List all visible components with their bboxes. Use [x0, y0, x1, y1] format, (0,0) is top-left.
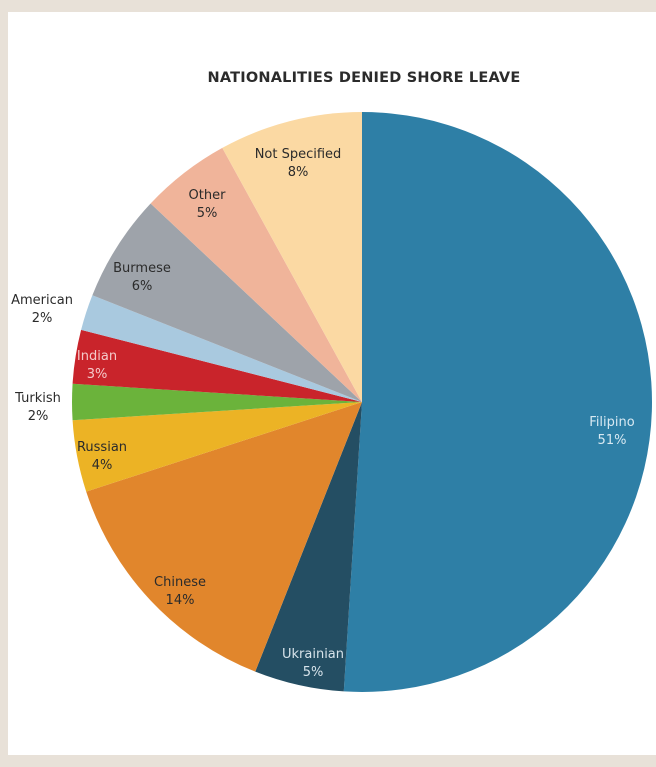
slice-label-russian: Russian [77, 440, 127, 455]
pie-slice-filipino [343, 112, 653, 692]
pie-slice-turkish [72, 383, 363, 421]
pie-slice-russian [72, 402, 362, 492]
chart-title: NATIONALITIES DENIED SHORE LEAVE [207, 70, 521, 86]
pie-slice-not-specified [222, 112, 362, 402]
pie-slice-indian [72, 329, 362, 402]
slice-value-indian: 3% [87, 367, 108, 382]
slice-label-chinese: Chinese [154, 575, 206, 590]
slice-label-turkish: Turkish [14, 391, 61, 406]
slice-value-turkish: 2% [28, 409, 49, 424]
slice-value-not-specified: 8% [288, 165, 309, 180]
slice-value-american: 2% [32, 311, 53, 326]
slice-label-other: Other [189, 188, 227, 203]
slice-label-filipino: Filipino [589, 415, 634, 430]
slice-value-burmese: 6% [132, 279, 153, 294]
slice-value-chinese: 14% [166, 593, 195, 608]
slice-label-indian: Indian [77, 349, 117, 364]
slice-label-ukrainian: Ukrainian [282, 647, 344, 662]
slice-value-russian: 4% [92, 458, 113, 473]
slice-label-american: American [11, 293, 73, 308]
slice-value-filipino: 51% [598, 433, 627, 448]
slice-label-burmese: Burmese [113, 261, 171, 276]
pie-slice-burmese [92, 203, 363, 402]
pie-slice-ukrainian [255, 402, 362, 692]
pie-slice-other [150, 147, 362, 402]
pie-slice-american [81, 295, 362, 402]
slice-value-ukrainian: 5% [303, 665, 324, 680]
slice-label-not-specified: Not Specified [255, 147, 342, 162]
slice-value-other: 5% [197, 206, 218, 221]
pie-slice-chinese [86, 402, 363, 672]
